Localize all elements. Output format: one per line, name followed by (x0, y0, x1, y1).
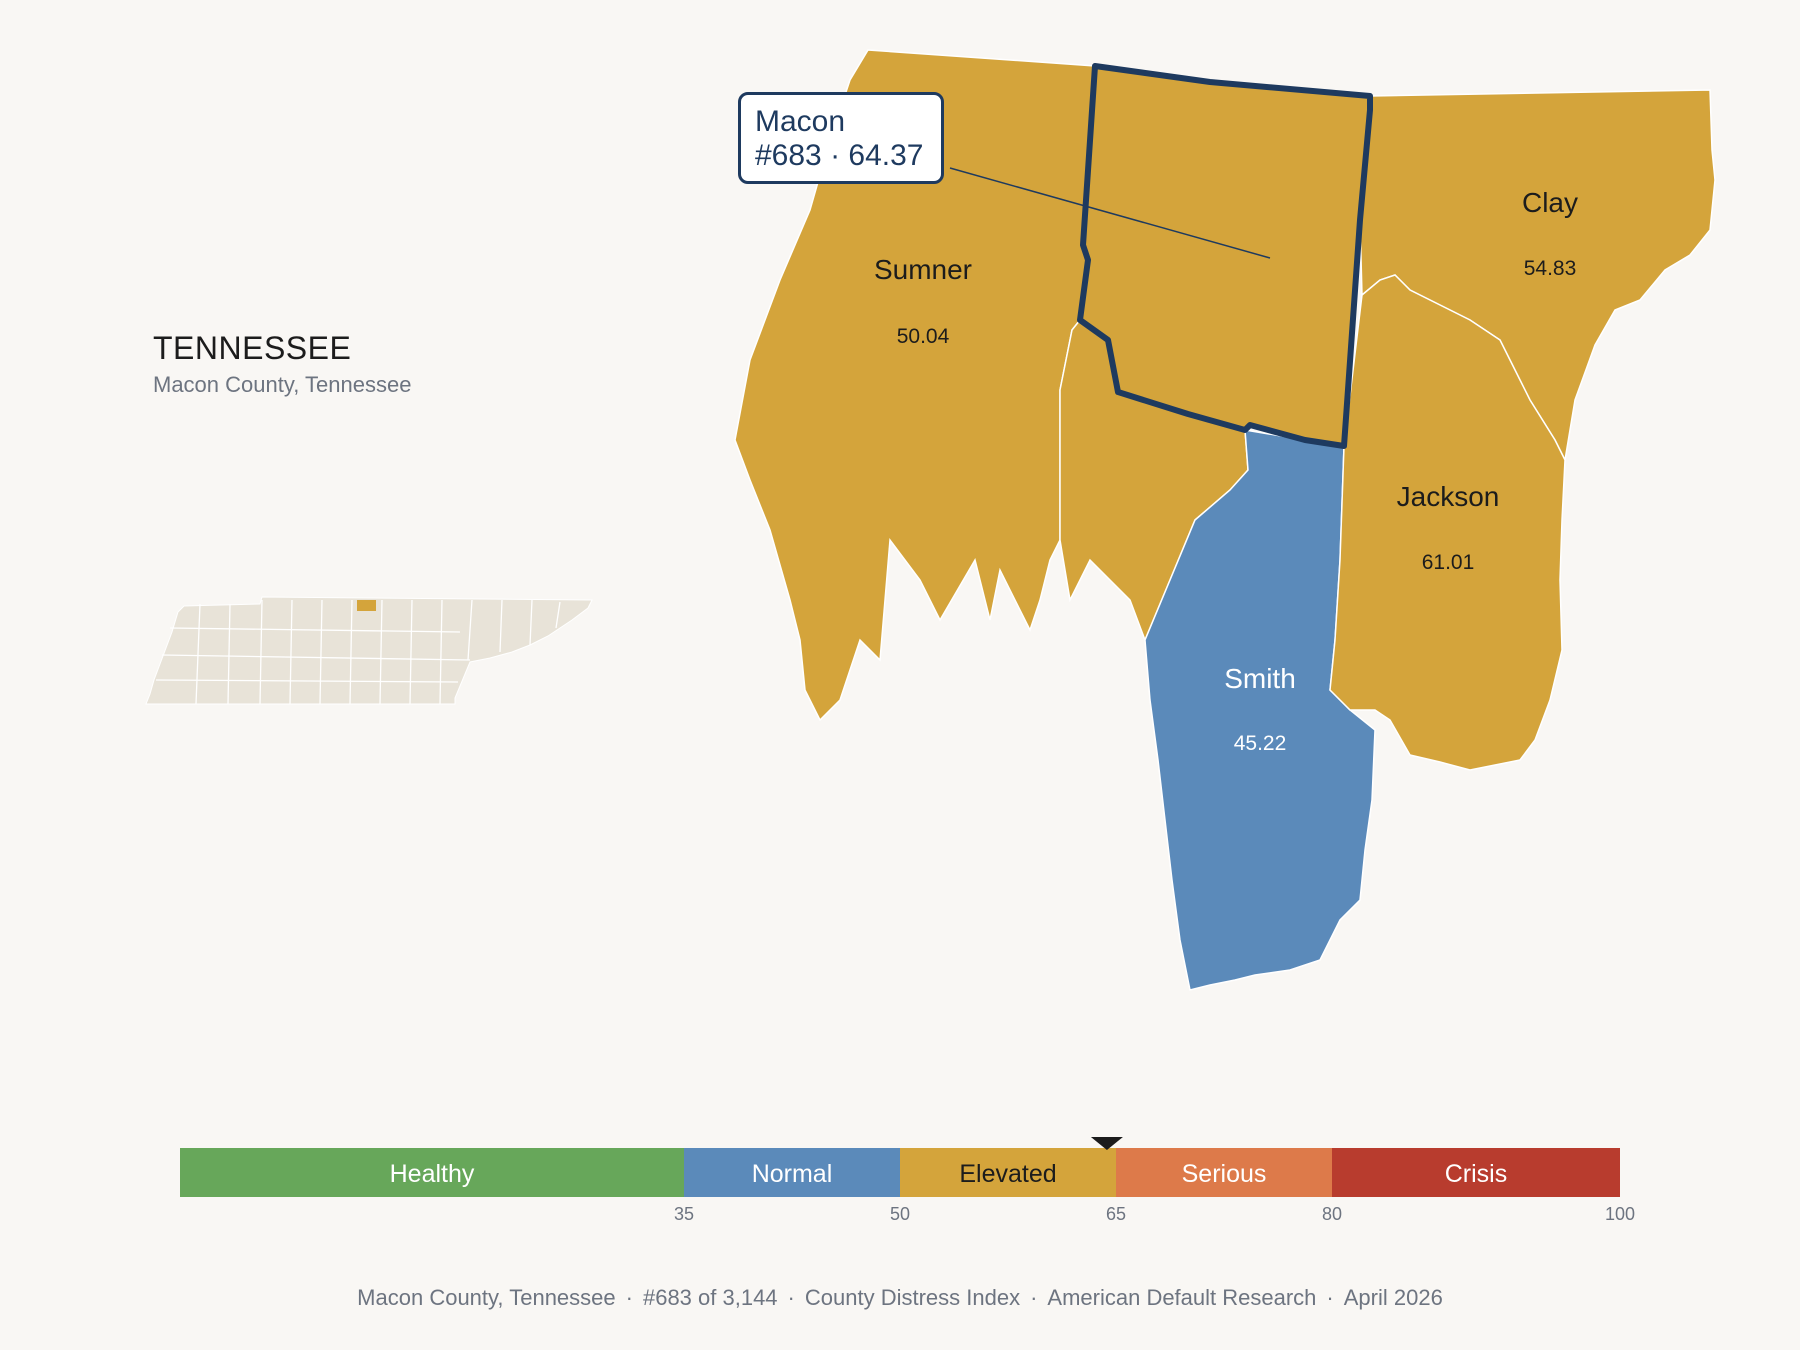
county-label-smith-name: Smith (1224, 663, 1296, 694)
legend-scale: Healthy Normal Elevated Serious Crisis 35 50 65… (180, 1137, 1635, 1224)
legend-segment-normal (684, 1148, 900, 1197)
legend-label-healthy: Healthy (390, 1160, 475, 1188)
footer: Macon County, Tennessee · #683 of 3,144 · Co… (0, 1285, 1800, 1311)
legend-label-normal: Normal (752, 1160, 833, 1188)
inset-state-map (145, 596, 593, 705)
state-subtitle: Macon County, Tennessee (153, 372, 412, 397)
legend-tick-80: 80 (1322, 1204, 1342, 1224)
county-map (734, 49, 1716, 991)
county-label-clay-name: Clay (1522, 187, 1578, 218)
legend-label-crisis: Crisis (1445, 1160, 1508, 1188)
county-macon (1079, 65, 1371, 447)
county-label-sumner-score: 50.04 (897, 325, 950, 348)
county-jackson (1329, 274, 1566, 771)
legend-tick-100: 100 (1605, 1204, 1635, 1224)
legend-segment-serious (1116, 1148, 1332, 1197)
legend-segment-crisis (1332, 1148, 1620, 1197)
footer-location: Macon County, Tennessee (357, 1285, 616, 1310)
county-label-sumner-name: Sumner (874, 254, 972, 285)
footer-separator: · (1326, 1285, 1334, 1310)
footer-index-name: County Distress Index (804, 1285, 1021, 1310)
state-title: TENNESSEE (153, 330, 352, 366)
footer-publisher: American Default Research (1047, 1285, 1317, 1310)
legend-label-elevated: Elevated (959, 1160, 1056, 1188)
callout-rank-score: #683 · 64.37 (755, 139, 924, 172)
county-label-smith-score: 45.22 (1234, 732, 1287, 755)
footer-separator: · (625, 1285, 633, 1310)
county-label-jackson-score: 61.01 (1422, 551, 1475, 574)
legend-segment-elevated (900, 1148, 1116, 1197)
legend-label-serious: Serious (1182, 1160, 1267, 1188)
callout-county-name: Macon (755, 105, 846, 138)
county-label-jackson-name: Jackson (1397, 481, 1500, 512)
macon-outline (1077, 63, 1373, 449)
legend-tick-65: 65 (1106, 1204, 1126, 1224)
callout-leader-line (949, 167, 1271, 259)
footer-separator: · (1030, 1285, 1038, 1310)
county-callout: Macon #683 · 64.37 (738, 92, 944, 184)
legend-marker-triangle (1090, 1137, 1123, 1150)
footer-separator: · (787, 1285, 795, 1310)
county-labels: Sumner 50.04 Clay 54.83 Jackson 61.01 Sm… (874, 187, 1578, 755)
footer-rank: #683 of 3,144 (642, 1285, 778, 1310)
legend-tick-50: 50 (890, 1204, 910, 1224)
county-label-clay-score: 54.83 (1524, 257, 1577, 280)
footer-date: April 2026 (1343, 1285, 1443, 1310)
legend-tick-35: 35 (674, 1204, 694, 1224)
legend-segment-healthy (180, 1148, 684, 1197)
inset-county-grid (155, 599, 561, 705)
inset-macon-highlight (357, 600, 376, 611)
inset-tennessee-shape (145, 596, 593, 705)
